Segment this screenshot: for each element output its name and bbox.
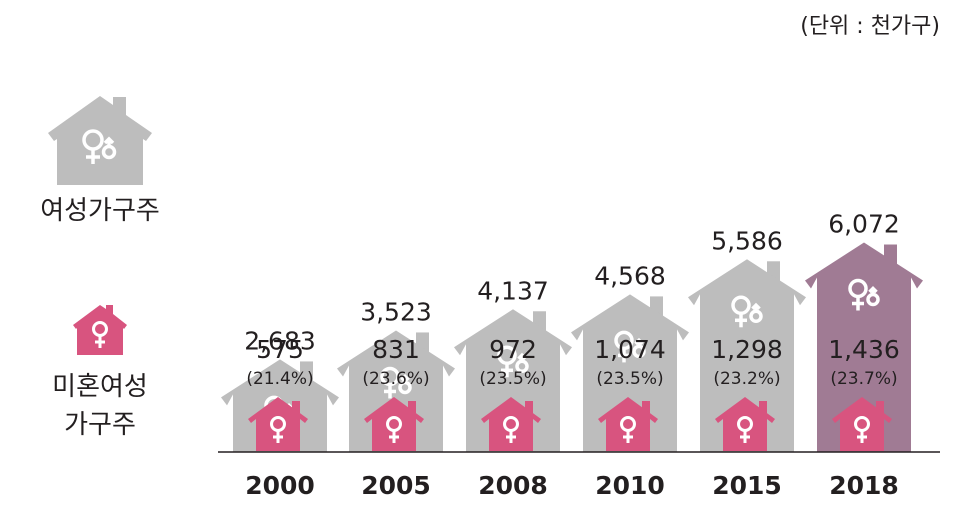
bar-2015 [688, 259, 806, 452]
total-value-label: 5,586 [711, 226, 783, 255]
share-label: (21.4%) [246, 369, 313, 389]
unmarried-house-2000 [248, 397, 308, 451]
total-value-label: 6,072 [828, 210, 900, 239]
x-tick-label: 2000 [245, 471, 315, 500]
x-tick-label: 2018 [829, 471, 899, 500]
share-label: (23.2%) [713, 369, 780, 389]
unmarried-value-label: 972 [489, 335, 537, 364]
bar-2010 [571, 294, 689, 452]
x-tick-label: 2005 [361, 471, 431, 500]
legend-icons [48, 96, 152, 355]
unit-label: (단위 : 천가구) [800, 14, 940, 39]
bar-house-2010 [571, 294, 689, 452]
legend-female-symbol-icon [92, 321, 108, 348]
bar-house-2018 [805, 242, 923, 452]
unmarried-bar-2000 [248, 397, 308, 451]
legend-unmarried-label-2: 가구주 [64, 410, 136, 440]
female-with-child-icon [380, 366, 412, 399]
female-symbol-icon [503, 416, 519, 443]
bar-house-2000 [221, 359, 339, 452]
legend-house-icon [48, 96, 152, 185]
x-tick-label: 2010 [595, 471, 665, 500]
unmarried-value-label: 575 [256, 335, 304, 364]
unmarried-bar-2005 [364, 397, 424, 451]
unmarried-house-2005 [364, 397, 424, 451]
total-value-label: 3,523 [360, 297, 432, 326]
bar-house-2015 [688, 259, 806, 452]
share-label: (23.7%) [830, 369, 897, 389]
bar-2018 [805, 242, 923, 452]
total-value-label: 2,683 [244, 326, 316, 355]
x-tick-label: 2015 [712, 471, 782, 500]
female-with-child-icon [614, 330, 646, 363]
unmarried-house-2015 [715, 397, 775, 451]
unmarried-house-2008 [481, 397, 541, 451]
legend: 여성가구주 미혼여성 가구주 [0, 0, 200, 527]
legend-unmarried-label-1: 미혼여성 [52, 372, 148, 402]
unmarried-house-2010 [598, 397, 658, 451]
unmarried-bar-2015 [715, 397, 775, 451]
unmarried-value-label: 1,436 [828, 335, 900, 364]
legend-all-label: 여성가구주 [40, 196, 160, 226]
unmarried-bar-2010 [598, 397, 658, 451]
female-symbol-icon [386, 416, 402, 443]
unmarried-value-label: 1,074 [594, 335, 666, 364]
unmarried-house-2018 [832, 397, 892, 451]
total-value-label: 4,137 [477, 276, 549, 305]
female-symbol-icon [737, 416, 753, 443]
female-symbol-icon [270, 416, 286, 443]
legend-female-with-child-icon [82, 129, 117, 164]
unmarried-value-label: 1,298 [711, 335, 783, 364]
total-value-label: 4,568 [594, 261, 666, 290]
female-symbol-icon [854, 416, 870, 443]
bar-house-2005 [337, 330, 455, 452]
bar-2008 [454, 309, 572, 452]
legend-pink-house-icon [73, 305, 127, 355]
share-label: (23.6%) [362, 369, 429, 389]
female-symbol-icon [620, 416, 636, 443]
share-label: (23.5%) [479, 369, 546, 389]
share-label: (23.5%) [596, 369, 663, 389]
unmarried-value-label: 831 [372, 335, 420, 364]
female-with-child-icon [731, 295, 763, 328]
x-tick-label: 2008 [478, 471, 548, 500]
unmarried-bar-2008 [481, 397, 541, 451]
bar-house-2008 [454, 309, 572, 452]
female-with-child-icon [848, 278, 880, 311]
unmarried-bar-2018 [832, 397, 892, 451]
female-with-child-icon [497, 345, 529, 378]
